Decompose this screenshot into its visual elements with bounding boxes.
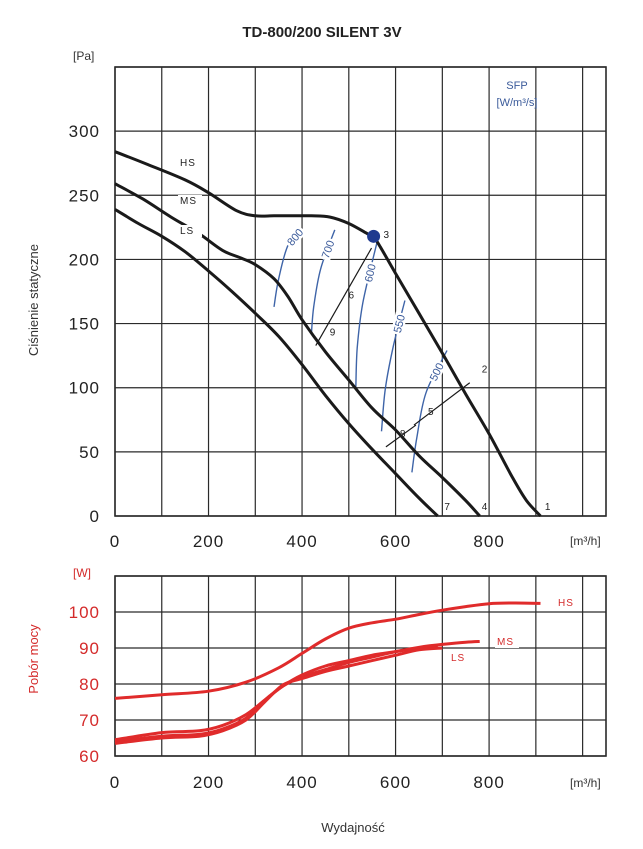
top-grid <box>114 66 606 517</box>
power-curve-label-ls: LS <box>451 653 465 664</box>
top-y-unit: [Pa] <box>73 49 94 63</box>
bottom-y-axis-label: Pobór mocy <box>26 624 41 694</box>
top-y-tick-label: 0 <box>90 507 100 526</box>
sfp-unit: [W/m³/s] <box>497 97 538 109</box>
sfp-label-bg <box>361 260 379 286</box>
operating-point-label-3: 3 <box>384 230 390 241</box>
power-label-bg <box>556 597 580 609</box>
top-x-ticks: 0 200 400 600 800 <box>110 532 504 551</box>
sfp-label-700: 700 <box>320 239 338 260</box>
bottom-x-unit: [m³/h] <box>570 776 601 790</box>
operating-point-label-7: 7 <box>444 502 450 513</box>
power-curve-extra <box>114 646 443 745</box>
power-curve-hs <box>114 601 541 700</box>
power-label-bg <box>449 652 473 664</box>
sfp-label-600: 600 <box>363 263 379 284</box>
bottom-y-tick-label: 80 <box>79 675 100 694</box>
bottom-x-tick-label: 200 <box>193 773 224 792</box>
top-y-tick-label: 100 <box>69 379 100 398</box>
top-y-tick-label: 250 <box>69 186 100 205</box>
operating-point-label-6: 6 <box>348 290 354 301</box>
bottom-y-unit: [W] <box>73 566 91 580</box>
top-x-tick-label: 800 <box>473 532 504 551</box>
curve-label-bg <box>178 157 202 169</box>
sfp-label-bg <box>390 311 408 336</box>
curve-label-ms: MS <box>180 196 197 207</box>
operating-point-label-9: 9 <box>330 328 336 339</box>
bottom-frame-rect <box>114 575 607 757</box>
top-plot-frame <box>114 66 607 517</box>
sfp-label-bg <box>318 236 338 262</box>
curve-label-hs: HS <box>180 158 196 169</box>
bottom-plot-frame <box>114 575 607 757</box>
top-x-tick-label: 600 <box>380 532 411 551</box>
top-y-tick-label: 50 <box>79 443 100 462</box>
top-y-tick-label: 200 <box>69 250 100 269</box>
top-y-ticks: 0 50 100 150 200 250 300 <box>69 122 100 526</box>
power-curves: HS MS LS <box>114 597 580 745</box>
bottom-x-tick-label: 0 <box>110 773 120 792</box>
curve-label-ls: LS <box>180 226 194 237</box>
operating-point-marker <box>367 229 381 243</box>
curve-label-bg <box>178 225 202 237</box>
top-y-tick-label: 300 <box>69 122 100 141</box>
power-curve-label-ms: MS <box>497 637 514 648</box>
operating-point-label-1: 1 <box>545 502 551 513</box>
sfp-title: SFP <box>506 80 527 92</box>
operating-point-label-5: 5 <box>428 407 434 418</box>
bottom-y-tick-label: 70 <box>79 711 100 730</box>
top-y-axis-label: Ciśnienie statyczne <box>26 244 41 356</box>
bottom-x-tick-label: 400 <box>286 773 317 792</box>
bottom-y-ticks: 60 70 80 90 100 <box>69 603 100 766</box>
bottom-y-tick-label: 100 <box>69 603 100 622</box>
sfp-label-550: 550 <box>392 313 408 334</box>
top-frame-rect <box>114 66 607 517</box>
top-x-unit: [m³/h] <box>570 534 601 548</box>
operating-point-label-4: 4 <box>482 502 488 513</box>
bottom-y-tick-label: 60 <box>79 747 100 766</box>
system-line <box>385 424 417 448</box>
bottom-x-ticks: 0 200 400 600 800 <box>110 773 504 792</box>
system-line <box>315 247 373 346</box>
power-curve-label-hs: HS <box>558 598 574 609</box>
curve-label-bg <box>178 195 202 207</box>
sfp-label-bg <box>426 359 447 385</box>
bottom-x-tick-label: 600 <box>380 773 411 792</box>
operating-points: 1 2 3 4 5 6 7 8 9 <box>315 229 551 513</box>
system-line <box>413 382 471 426</box>
bottom-x-tick-label: 800 <box>473 773 504 792</box>
top-x-tick-label: 200 <box>193 532 224 551</box>
top-y-tick-label: 150 <box>69 315 100 334</box>
bottom-x-axis-label: Wydajność <box>321 820 385 835</box>
sfp-label-bg <box>283 224 307 250</box>
pressure-curve-hs <box>114 150 542 518</box>
power-label-bg <box>495 636 519 648</box>
pressure-curve-ls <box>114 208 439 518</box>
operating-point-label-8: 8 <box>400 429 406 440</box>
bottom-y-tick-label: 90 <box>79 639 100 658</box>
chart-title: TD-800/200 SILENT 3V <box>242 24 401 41</box>
top-x-tick-label: 0 <box>110 532 120 551</box>
pressure-curves: HS MS LS <box>114 150 542 518</box>
top-x-tick-label: 400 <box>286 532 317 551</box>
operating-point-label-2: 2 <box>482 365 488 376</box>
